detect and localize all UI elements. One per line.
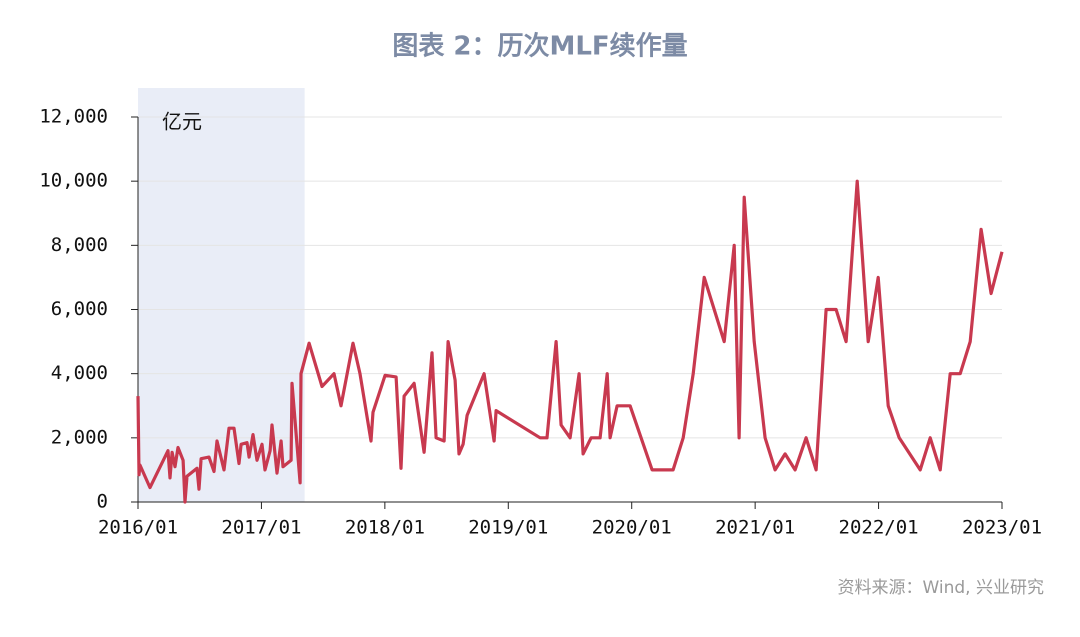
y-tick-label: 8,000	[51, 234, 108, 256]
chart-title: 图表 2：历次MLF续作量	[392, 31, 687, 62]
x-tick-label: 2017/01	[221, 517, 301, 539]
y-tick-label: 2,000	[51, 426, 108, 448]
y-tick-label: 10,000	[39, 170, 108, 192]
data-line	[136, 179, 1004, 504]
x-tick-label: 2019/01	[468, 517, 548, 539]
x-tick-label: 2018/01	[345, 517, 425, 539]
y-tick-label: 4,000	[51, 362, 108, 384]
y-tick-label: 0	[97, 491, 108, 513]
y-tick-label: 12,000	[39, 106, 108, 128]
x-tick-label: 2021/01	[715, 517, 795, 539]
x-tick-label: 2016/01	[98, 517, 178, 539]
shaded-period	[138, 88, 305, 502]
x-tick-label: 2023/01	[962, 517, 1042, 539]
x-tick-label: 2020/01	[592, 517, 672, 539]
source-note: 资料来源：Wind, 兴业研究	[837, 578, 1044, 598]
x-tick-label: 2022/01	[839, 517, 919, 539]
unit-label: 亿元	[162, 110, 202, 134]
y-tick-label: 6,000	[51, 298, 108, 320]
